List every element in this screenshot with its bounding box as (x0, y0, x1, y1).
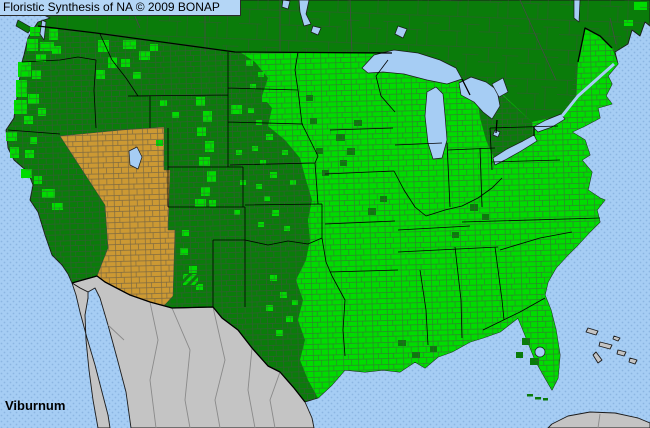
unmapped-regions (71, 275, 650, 428)
lake-st-clair (492, 129, 501, 138)
state-borders (7, 33, 601, 357)
county-speckle (516, 352, 523, 358)
florida-keys (527, 394, 548, 401)
puget-sound (39, 19, 47, 41)
lake-michigan (424, 86, 448, 160)
county-speckle (522, 338, 530, 345)
lake-manitoba (281, 0, 291, 10)
mexico-state-lines (107, 301, 601, 428)
lake-champlain (573, 0, 581, 23)
lake-of-the-woods (310, 25, 322, 36)
county-speckle (21, 169, 32, 178)
county-speckle (530, 358, 539, 365)
lake-ontario (532, 113, 566, 133)
st-lawrence-river (560, 62, 615, 117)
baja-peninsula (71, 282, 111, 428)
lake-winnipeg (298, 0, 312, 27)
lake-nipigon (394, 25, 408, 39)
lake-erie (492, 134, 538, 166)
taxon-label: Viburnum (5, 398, 66, 413)
lake-huron (458, 76, 501, 120)
bahamas (585, 327, 638, 365)
georgian-bay (491, 77, 509, 98)
lake-okeechobee (534, 346, 546, 358)
great-salt-lake (128, 146, 143, 170)
great-lakes (39, 0, 581, 358)
national-borders (37, 25, 613, 403)
map-attribution: Floristic Synthesis of NA © 2009 BONAP (0, 0, 241, 16)
